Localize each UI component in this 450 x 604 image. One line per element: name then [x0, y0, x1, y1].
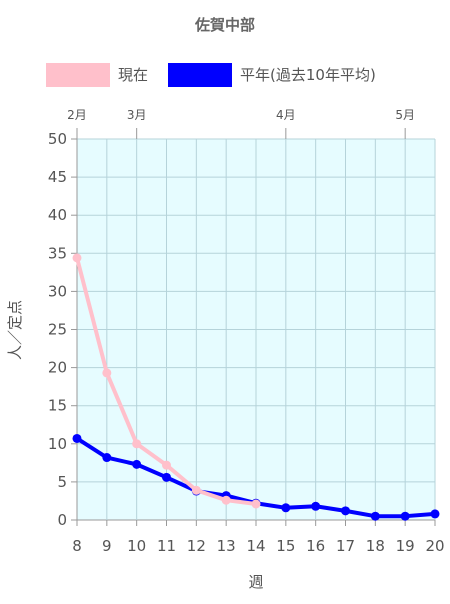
x-axis-ticks: 8 9 10 11 12 13 14 15 16 17 18 19 20: [72, 520, 445, 555]
y-tick-label: 20: [48, 359, 67, 377]
x-tick-label: 8: [72, 537, 82, 555]
y-tick-label: 45: [48, 168, 67, 186]
chart-title: 佐賀中部: [194, 16, 255, 34]
y-tick-label: 30: [48, 282, 67, 300]
data-point[interactable]: [370, 511, 380, 521]
data-point[interactable]: [132, 459, 142, 469]
x-tick-label: 18: [366, 537, 385, 555]
data-point[interactable]: [72, 433, 82, 443]
month-label: 4月: [276, 108, 296, 122]
data-point[interactable]: [251, 499, 261, 509]
y-tick-label: 50: [48, 130, 67, 148]
x-axis-label: 週: [248, 573, 263, 591]
y-tick-label: 0: [57, 511, 67, 529]
y-tick-label: 15: [48, 397, 67, 415]
month-label: 5月: [395, 108, 415, 122]
data-point[interactable]: [341, 506, 350, 516]
legend: 現在 平年(過去10年平均): [46, 63, 376, 87]
data-point[interactable]: [102, 368, 112, 378]
y-tick-label: 35: [48, 244, 67, 262]
x-tick-label: 13: [217, 537, 236, 555]
legend-item-current[interactable]: 現在: [46, 63, 148, 87]
legend-swatch-average: [168, 63, 232, 87]
series-0: [72, 253, 261, 509]
data-point[interactable]: [400, 511, 410, 521]
data-point[interactable]: [281, 503, 291, 513]
x-tick-label: 19: [396, 537, 415, 555]
data-point[interactable]: [162, 472, 171, 482]
data-point[interactable]: [72, 253, 82, 263]
y-axis-label: 人／定点: [6, 300, 24, 360]
month-labels: 2月 3月 4月 5月: [67, 108, 415, 139]
y-tick-label: 5: [57, 473, 67, 491]
x-tick-label: 11: [157, 537, 176, 555]
data-point[interactable]: [430, 509, 440, 519]
data-point[interactable]: [102, 453, 112, 463]
x-tick-label: 17: [336, 537, 355, 555]
data-point[interactable]: [221, 495, 231, 505]
legend-label-average: 平年(過去10年平均): [240, 66, 376, 84]
data-point[interactable]: [132, 439, 142, 449]
data-point[interactable]: [191, 485, 201, 495]
data-point[interactable]: [311, 501, 321, 511]
x-tick-label: 12: [187, 537, 206, 555]
x-tick-label: 15: [276, 537, 295, 555]
legend-label-current: 現在: [118, 66, 148, 84]
series-layer: [72, 253, 440, 521]
x-tick-label: 10: [127, 537, 146, 555]
x-tick-label: 9: [102, 537, 112, 555]
y-tick-label: 40: [48, 206, 67, 224]
y-tick-label: 25: [48, 321, 67, 339]
x-tick-label: 16: [306, 537, 325, 555]
legend-item-average[interactable]: 平年(過去10年平均): [168, 63, 376, 87]
y-tick-label: 10: [48, 435, 67, 453]
month-label: 2月: [67, 108, 87, 122]
x-tick-label: 14: [246, 537, 265, 555]
y-axis-ticks: 0 5 10 15 20 25 30 35 40 45 50: [48, 130, 77, 529]
legend-swatch-current: [46, 63, 110, 87]
x-tick-label: 20: [425, 537, 444, 555]
month-label: 3月: [127, 108, 147, 122]
data-point[interactable]: [162, 460, 171, 470]
